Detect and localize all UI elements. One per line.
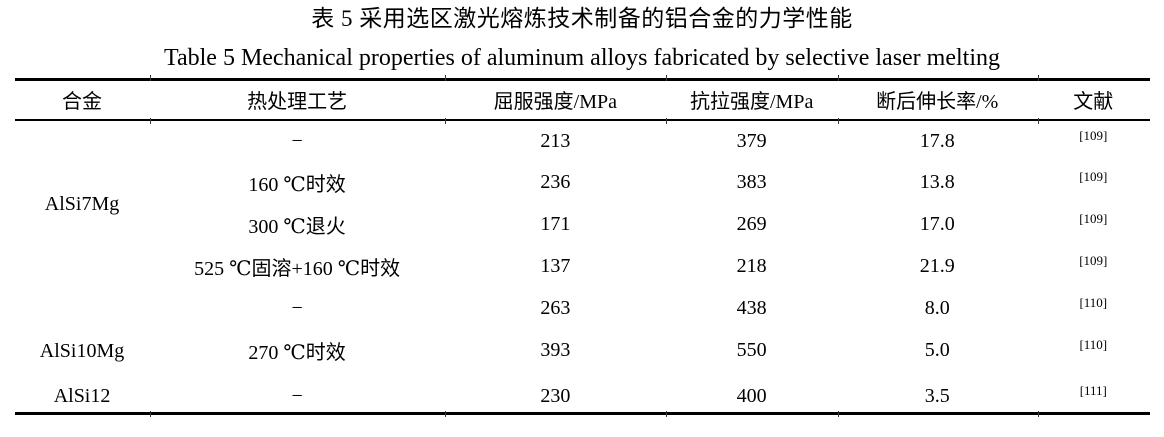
tensile-strength-cell: 269 <box>736 213 767 235</box>
reference-cell: [109] <box>1037 246 1149 288</box>
table-row: AlSi7Mg − 213 379 17.8 [109] <box>15 120 1150 215</box>
reference-citation: [111] <box>1079 383 1107 399</box>
yield-strength-cell: 230 <box>540 385 571 408</box>
reference-citation: [109] <box>1079 169 1108 184</box>
treatment-cell: 525 ℃固溶+160 ℃时效 <box>194 258 401 280</box>
column-separator-tick <box>444 75 446 81</box>
reference-cell: [109] <box>1037 120 1149 162</box>
reference-cell: [109] <box>1037 204 1149 246</box>
tensile-strength-cell: 400 <box>736 385 767 408</box>
column-separator-tick <box>444 118 446 124</box>
elongation-cell: 17.8 <box>919 129 955 152</box>
column-header-alloy: 合金 <box>14 79 150 121</box>
tensile-strength-cell: 218 <box>736 255 767 277</box>
treatment-cell: − <box>291 297 303 319</box>
elongation-cell: 17.0 <box>919 213 955 235</box>
reference-cell: [109] <box>1037 162 1149 204</box>
yield-strength-cell: 137 <box>540 255 571 277</box>
column-separator-tick <box>1037 411 1039 417</box>
column-separator-tick <box>837 118 839 124</box>
column-separator-tick <box>149 75 151 81</box>
reference-citation: [110] <box>1079 295 1108 310</box>
column-separator-tick <box>1037 118 1039 124</box>
column-separator-tick <box>1037 75 1039 81</box>
mechanical-properties-table: 合金 热处理工艺 屈服强度/MPa 抗拉强度/MPa 断后伸长率/% 文献 Al… <box>14 78 1150 415</box>
yield-strength-cell: 236 <box>540 171 571 193</box>
table-row: 270 ℃时效 393 550 5.0 [110] <box>15 330 1150 372</box>
alloy-name-alsi10mg: AlSi10Mg <box>39 339 125 362</box>
treatment-cell: 270 ℃时效 <box>248 342 346 364</box>
column-header-tensile-strength: 抗拉强度/MPa <box>665 79 838 121</box>
treatment-cell: − <box>291 385 303 408</box>
yield-strength-cell: 171 <box>540 213 571 235</box>
reference-cell: [110] <box>1037 288 1149 330</box>
column-header-reference: 文献 <box>1037 79 1150 121</box>
tensile-strength-cell: 383 <box>736 171 767 193</box>
yield-strength-cell: 213 <box>540 129 571 152</box>
table-row: 160 ℃时效 236 383 13.8 [109] <box>15 162 1150 204</box>
header-row: 合金 热处理工艺 屈服强度/MPa 抗拉强度/MPa 断后伸长率/% 文献 <box>14 79 1150 121</box>
table-caption-english: Table 5 Mechanical properties of aluminu… <box>163 45 1000 71</box>
column-header-elongation: 断后伸长率/% <box>837 79 1038 121</box>
tensile-strength-cell: 550 <box>736 339 767 361</box>
reference-citation: [110] <box>1079 337 1108 352</box>
yield-strength-cell: 393 <box>540 339 571 361</box>
elongation-cell: 3.5 <box>924 385 950 408</box>
table-row: AlSi12 − 230 400 3.5 [111] <box>15 372 1150 414</box>
tensile-strength-cell: 438 <box>736 297 767 319</box>
column-separator-tick <box>837 411 839 417</box>
table-caption-chinese: 表 5 采用选区激光熔炼技术制备的铝合金的力学性能 <box>311 6 853 31</box>
column-separator-tick <box>149 411 151 417</box>
elongation-cell: 8.0 <box>924 297 950 319</box>
elongation-cell: 13.8 <box>919 171 955 193</box>
column-header-heat-treatment: 热处理工艺 <box>149 79 445 121</box>
reference-cell: [111] <box>1037 372 1149 414</box>
alloy-name-alsi12: AlSi12 <box>53 385 111 408</box>
tensile-strength-cell: 379 <box>736 129 767 152</box>
treatment-cell: 300 ℃退火 <box>248 216 346 238</box>
elongation-cell: 5.0 <box>924 339 950 361</box>
reference-citation: [109] <box>1079 211 1108 226</box>
column-separator-tick <box>149 118 151 124</box>
elongation-cell: 21.9 <box>919 255 955 277</box>
column-header-yield-strength: 屈服强度/MPa <box>444 79 666 121</box>
table-row: 300 ℃退火 171 269 17.0 [109] <box>15 204 1150 246</box>
column-separator-tick <box>665 118 667 124</box>
yield-strength-cell: 263 <box>540 297 571 319</box>
column-separator-tick <box>665 75 667 81</box>
table-row: AlSi10Mg − 263 438 8.0 [110] <box>15 288 1150 362</box>
table-row: 525 ℃固溶+160 ℃时效 137 218 21.9 [109] <box>15 246 1150 288</box>
column-separator-tick <box>444 411 446 417</box>
table-container: 合金 热处理工艺 屈服强度/MPa 抗拉强度/MPa 断后伸长率/% 文献 Al… <box>14 75 1150 417</box>
column-separator-tick <box>665 411 667 417</box>
treatment-cell: − <box>291 129 303 152</box>
reference-citation: [109] <box>1079 253 1108 268</box>
reference-cell: [110] <box>1037 330 1149 372</box>
treatment-cell: 160 ℃时效 <box>248 174 346 196</box>
reference-citation: [109] <box>1079 127 1108 143</box>
alloy-name-alsi7mg: AlSi7Mg <box>44 192 120 215</box>
column-separator-tick <box>837 75 839 81</box>
